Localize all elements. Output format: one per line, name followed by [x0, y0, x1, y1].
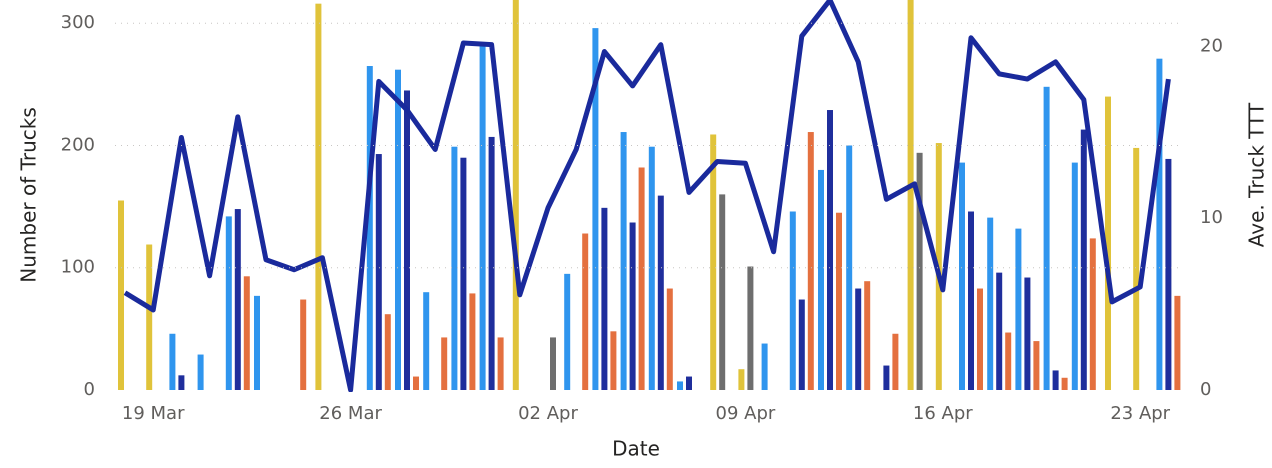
bar: [592, 28, 599, 391]
x-tick-label: 09 Apr: [716, 403, 776, 424]
bar: [719, 194, 726, 390]
bar: [460, 157, 467, 390]
bar: [384, 314, 391, 390]
y-tick-label: 0: [84, 379, 95, 400]
bar: [1052, 370, 1059, 390]
bar: [234, 209, 241, 390]
bar: [497, 337, 504, 390]
bar: [479, 45, 486, 391]
bar: [629, 222, 636, 390]
bar: [977, 288, 983, 390]
bar: [404, 90, 410, 391]
plot-area: [118, 0, 1181, 392]
y2-tick-label: 20: [1200, 35, 1223, 56]
y2-axis-title: Ave. Truck TTT: [1245, 102, 1269, 247]
bar: [916, 152, 923, 390]
bar: [996, 272, 1003, 390]
bar: [798, 299, 805, 390]
bar: [846, 145, 853, 390]
bar: [469, 293, 476, 390]
bar: [375, 154, 382, 390]
bar: [582, 233, 589, 390]
line: [123, 0, 1171, 392]
bar: [638, 167, 645, 390]
bar: [451, 146, 458, 390]
bar: [178, 375, 185, 390]
bar: [892, 333, 899, 390]
bar: [197, 354, 204, 390]
y-tick-label: 200: [61, 134, 95, 155]
x-tick-label: 16 Apr: [913, 403, 973, 424]
y2-tick-label: 10: [1200, 207, 1223, 228]
bar: [315, 3, 322, 390]
x-tick-label: 23 Apr: [1110, 403, 1170, 424]
bar: [1024, 277, 1031, 390]
bar: [747, 266, 754, 390]
bar: [512, 0, 519, 390]
bar: [1133, 147, 1140, 390]
bar: [761, 343, 768, 390]
bar: [836, 212, 842, 390]
x-tick-label: 19 Mar: [122, 403, 185, 424]
bar: [1080, 129, 1087, 391]
x-tick-label: 02 Apr: [518, 403, 578, 424]
x-axis-title: Date: [612, 437, 660, 461]
bar: [657, 195, 664, 390]
bar: [413, 376, 419, 390]
bar: [907, 0, 914, 390]
bar: [987, 217, 994, 390]
bar: [827, 110, 833, 391]
bar: [789, 211, 796, 390]
bar: [855, 288, 862, 390]
y-tick-label: 300: [61, 12, 95, 33]
bar: [1061, 377, 1068, 390]
bar: [738, 369, 745, 390]
bar: [666, 288, 673, 390]
bar: [243, 276, 250, 390]
bar: [968, 211, 974, 390]
bar: [818, 169, 824, 390]
bar: [610, 331, 617, 390]
bar: [564, 273, 571, 390]
bar: [677, 381, 683, 390]
bar: [1005, 332, 1012, 390]
bar: [488, 136, 495, 390]
bar: [395, 69, 401, 390]
y-tick-label: 100: [61, 257, 95, 278]
bar: [1165, 158, 1172, 390]
bar: [1071, 162, 1078, 390]
bar: [620, 132, 627, 391]
bar: [169, 333, 176, 390]
bar: [1156, 58, 1163, 391]
bar: [423, 292, 430, 390]
bar: [146, 244, 153, 390]
x-tick-label: 26 Mar: [319, 403, 382, 424]
bar: [807, 132, 814, 391]
bar: [1105, 96, 1111, 390]
bar: [118, 200, 124, 390]
bar: [550, 337, 556, 390]
bar: [1015, 228, 1022, 390]
bar: [648, 146, 655, 390]
bar: [1174, 295, 1181, 390]
bar: [1089, 238, 1096, 390]
bar: [864, 281, 871, 390]
bar: [883, 365, 890, 390]
y-axis-title: Number of Trucks: [17, 107, 41, 283]
bar: [686, 376, 692, 390]
bar: [225, 216, 232, 390]
bar: [1033, 341, 1040, 390]
bar: [366, 66, 373, 391]
bar: [300, 299, 307, 390]
bar: [441, 337, 448, 390]
bar: [601, 207, 608, 390]
y2-tick-label: 0: [1200, 379, 1211, 400]
bar: [710, 134, 717, 390]
bar: [959, 162, 965, 390]
bar: [1043, 86, 1050, 391]
bar: [254, 295, 260, 390]
